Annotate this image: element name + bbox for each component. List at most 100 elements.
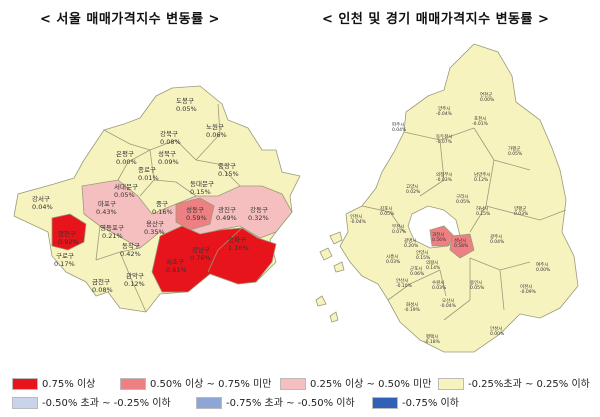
- legend-label: -0.50% 초과 ~ -0.25% 이하: [42, 398, 171, 409]
- gyeonggi-label-name: 파주시: [392, 121, 404, 128]
- seoul-label-name: 성북구: [158, 149, 176, 158]
- incheon-gyeonggi-map: [315, 43, 579, 353]
- gyeonggi-label-name: 화성시: [406, 301, 418, 308]
- gyeonggi-label-value: -0.04%: [436, 111, 453, 117]
- gyeonggi-label-name: 안성시: [490, 325, 502, 332]
- gyeonggi-label-name: 의정부시: [436, 171, 453, 178]
- gyeonggi-label-value: 0.03%: [432, 285, 447, 291]
- seoul-label-value: 0.01%: [138, 174, 159, 182]
- seoul-label-name: 도봉구: [176, 97, 194, 105]
- legend-label: 0.75% 이상: [42, 379, 96, 390]
- legend-swatch: [438, 378, 464, 390]
- seoul-label-name: 은평구: [116, 149, 134, 158]
- gyeonggi-label-value: -0.04%: [440, 303, 457, 309]
- seoul-label-value: 0.32%: [248, 214, 269, 222]
- gyeonggi-label-value: 0.05%: [508, 151, 523, 157]
- seoul-label-value: 0.42%: [120, 250, 141, 258]
- legend-swatch: [12, 397, 38, 409]
- incheon-gyeonggi-map-title: < 인천 및 경기 매매가격지수 변동률 >: [322, 12, 550, 27]
- seoul-label-name: 강서구: [32, 194, 50, 203]
- yangcheon-district: [51, 213, 87, 251]
- legend-item-over-075: 0.75% 이상: [12, 375, 95, 390]
- gyeonggi-label-name: 연천군: [480, 91, 492, 98]
- gyeonggi-label-name: 여주시: [536, 261, 548, 268]
- gyeonggi-label-name: 하남시: [476, 205, 488, 212]
- seoul-label-name: 양천구: [58, 229, 76, 238]
- seoul-label-value: 0.15%: [190, 188, 211, 196]
- gyeonggi-label-name: 남양주시: [474, 171, 491, 178]
- gyeonggi-label-name: 고양시: [406, 183, 418, 190]
- seoul-label-name: 구로구: [56, 252, 74, 260]
- gyeonggi-label-name: 광주시: [490, 233, 502, 240]
- seoul-label-name: 동대문구: [190, 180, 214, 188]
- gyeonggi-label-value: -0.18%: [424, 339, 441, 345]
- seoul-label-name: 동작구: [122, 241, 140, 250]
- seoul-label-value: 0.08%: [92, 286, 113, 294]
- gyeonggi-label-name: 과천시: [432, 231, 444, 238]
- seoul-label-name: 강북구: [160, 129, 178, 138]
- seongdong-district: [175, 197, 215, 231]
- seoul-label-name: 영등포구: [100, 223, 124, 232]
- gyeonggi-label-name: 이천시: [520, 283, 532, 290]
- gyeonggi-label-name: 안양시: [416, 249, 428, 256]
- gyeonggi-label-name: 김포시: [380, 205, 392, 212]
- seoul-label-name: 서초구: [166, 257, 184, 266]
- legend-swatch: [120, 378, 146, 390]
- gyeonggi-label-value: 0.04%: [392, 127, 407, 133]
- seoul-label-value: 0.08%: [160, 138, 181, 146]
- gyeonggi-label-value: 0.04%: [490, 239, 505, 245]
- gyeonggi-label-value: 0.03%: [386, 259, 401, 265]
- legend-label: -0.75% 초과 ~ -0.50% 이하: [226, 398, 355, 409]
- legend-item-050-075: 0.50% 이상 ~ 0.75% 미만: [120, 375, 271, 390]
- seoul-label-value: 0.59%: [186, 214, 207, 222]
- gyeonggi-label-name: 광명시: [404, 237, 416, 244]
- seoul-label-name: 중랑구: [218, 162, 236, 170]
- seoul-label-name: 성동구: [186, 205, 204, 214]
- gyeonggi-label-name: 양주시: [438, 105, 450, 112]
- gyeonggi-label-value: 0.05%: [456, 199, 471, 205]
- legend-swatch: [196, 397, 222, 409]
- seoul-label-name: 마포구: [98, 199, 116, 208]
- seoul-label-value: 0.43%: [96, 208, 117, 216]
- seongnam-region: [449, 233, 475, 259]
- gyeonggi-label-value: 0.05%: [470, 285, 485, 291]
- legend-label: -0.25%초과 ~ 0.25% 이하: [468, 379, 590, 390]
- gyeonggi-label-value: 0.20%: [404, 243, 419, 249]
- seoul-label-value: 0.05%: [114, 191, 135, 199]
- gyeonggi-label-value: 0.14%: [426, 265, 441, 271]
- gyeonggi-label-value: 0.03%: [514, 211, 529, 217]
- gyeonggi-label-value: -0.19%: [404, 307, 421, 313]
- legend-item-025-050: 0.25% 이상 ~ 0.50% 미만: [280, 375, 431, 390]
- gyeonggi-label-name: 수원시: [432, 279, 444, 286]
- legend-label: 0.25% 이상 ~ 0.50% 미만: [310, 379, 432, 390]
- seoul-label-value: 0.35%: [144, 228, 165, 236]
- seoul-label-value: 0.04%: [32, 203, 53, 211]
- legend-label: 0.50% 이상 ~ 0.75% 미만: [150, 379, 272, 390]
- seoul-label-value: 0.76%: [190, 254, 211, 262]
- gyeonggi-label-value: -0.09%: [520, 289, 537, 295]
- seoul-label-value: 0.00%: [116, 158, 137, 166]
- seoul-map-title: < 서울 매매가격지수 변동률 >: [40, 12, 220, 27]
- seoul-label-name: 강동구: [250, 205, 268, 214]
- gyeonggi-label-name: 양평군: [514, 205, 526, 212]
- gyeonggi-label-value: 0.00%: [490, 331, 505, 337]
- gyeonggi-label-value: 0.56%: [432, 237, 447, 243]
- gyeonggi-outline: [339, 43, 579, 353]
- seoul-label-name: 광진구: [218, 205, 236, 214]
- gyeonggi-label-name: 구리시: [456, 193, 468, 200]
- legend-item-m050-m025: -0.50% 초과 ~ -0.25% 이하: [12, 394, 171, 409]
- seoul-label-value: 0.12%: [124, 280, 145, 288]
- map-labels: 도봉구 0.05% 노원구 0.06% 강북구 0.08% 은평구 0.00% …: [32, 91, 551, 345]
- seoul-label-name: 관악구: [126, 271, 144, 280]
- seoul-label-value: 0.16%: [152, 208, 173, 216]
- gyeonggi-label-value: -0.07%: [436, 139, 453, 145]
- gyeonggi-label-value: 0.07%: [392, 229, 407, 235]
- gyeonggi-label-value: 0.58%: [454, 243, 469, 249]
- gyeonggi-label-value: 0.02%: [406, 189, 421, 195]
- seoul-label-name: 종로구: [138, 166, 156, 174]
- gyeonggi-label-name: 성남시: [454, 237, 466, 244]
- seoul-label-name: 용산구: [146, 219, 164, 228]
- seoul-label-value: 1.16%: [228, 244, 249, 252]
- seoul-label-name: 노원구: [206, 122, 224, 131]
- seoul-label-name: 서대문구: [114, 182, 138, 191]
